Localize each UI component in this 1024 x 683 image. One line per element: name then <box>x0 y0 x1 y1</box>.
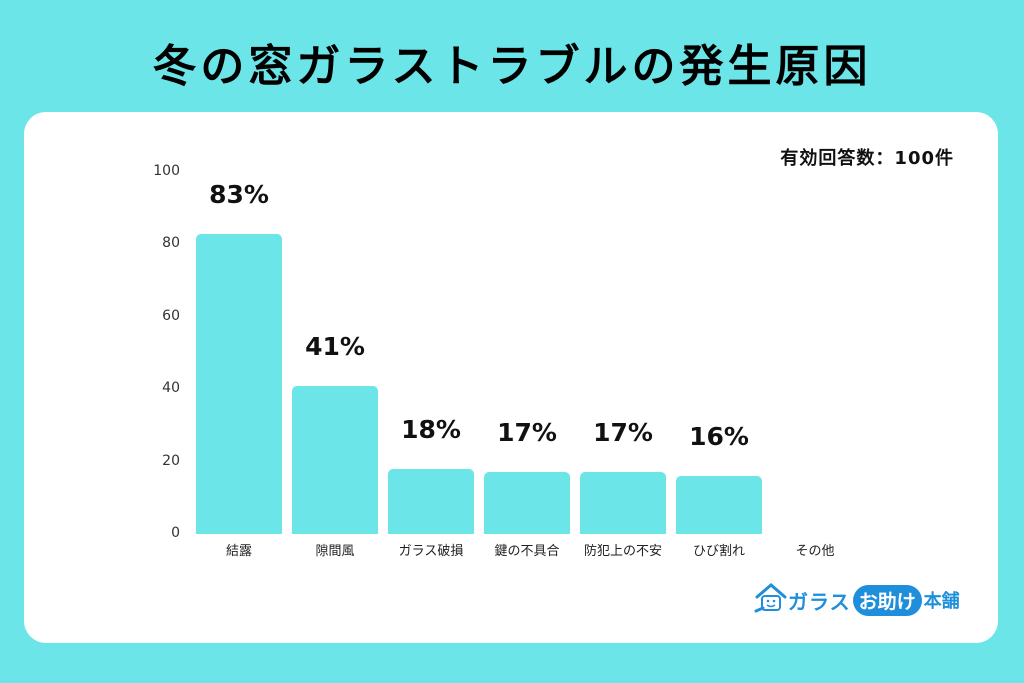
x-category-label: 結露 <box>225 544 252 559</box>
respondents-count: 有効回答数：100件 <box>780 148 954 169</box>
bar <box>292 385 378 534</box>
x-category-label: その他 <box>795 544 835 559</box>
logo-text-honpo: 本舗 <box>923 591 960 612</box>
brand-logo: ガラス お助け 本舗 <box>754 580 960 620</box>
y-tick-label: 100 <box>153 163 180 179</box>
chart-card: 有効回答数：100件 0 20 40 60 80 100 83% 結露 41% 隙間風 18% ガラ… <box>24 112 998 643</box>
bar <box>484 472 570 534</box>
x-category-label: 防犯上の不安 <box>583 544 662 559</box>
bar-value-label: 83% <box>209 179 269 209</box>
y-tick-label: 0 <box>171 525 180 541</box>
x-category-label: ガラス破損 <box>398 544 464 559</box>
x-category-label: 鍵の不具合 <box>494 544 560 559</box>
x-category-label: 隙間風 <box>315 544 355 559</box>
bar <box>388 468 474 534</box>
y-tick-label: 60 <box>162 307 180 324</box>
bar-value-label: 17% <box>497 418 557 448</box>
bar-value-label: 16% <box>689 422 749 452</box>
logo-bubble-otasuke: お助け <box>852 584 922 616</box>
y-tick-label: 20 <box>162 452 180 469</box>
bar <box>196 233 282 534</box>
y-tick-label: 40 <box>162 380 180 397</box>
x-category-label: ひび割れ <box>692 544 745 559</box>
bar <box>580 472 666 534</box>
bar-value-label: 18% <box>401 414 461 444</box>
y-tick-label: 80 <box>162 235 180 252</box>
chart-title: 冬の窓ガラストラブルの発生原因 <box>152 41 872 92</box>
house-mascot-icon <box>754 581 788 619</box>
bar-value-label: 41% <box>305 331 365 361</box>
bar-value-label: 17% <box>593 418 653 448</box>
logo-text-glass: ガラス <box>788 589 851 614</box>
bar <box>676 476 762 534</box>
